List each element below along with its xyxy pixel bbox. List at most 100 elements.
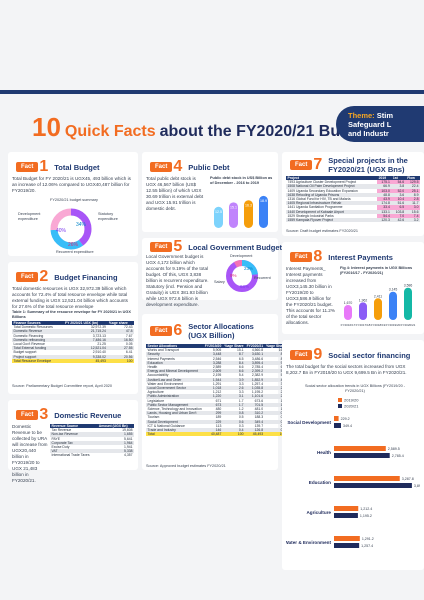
- fact8-x-label: FY2020/21: [401, 323, 416, 327]
- fact6-table-cell: 188.3: [254, 415, 264, 420]
- fact2-table-cell: 3,723.13: [92, 333, 106, 338]
- fact3-table-row: Tax Revenue 19,608: [50, 428, 134, 432]
- fact1-donut: 40% 34% 26%: [50, 208, 92, 250]
- fact9-title: Social sector financing: [328, 350, 411, 360]
- fact7-table-cell: 1508 National Oil Palm Development Proje…: [286, 184, 378, 189]
- fact6-table-cell: 0.8: [222, 411, 246, 416]
- fact9-category-label: Agriculture: [306, 510, 331, 515]
- fact4-bar: [244, 200, 253, 228]
- fact9-bar-b: [334, 543, 360, 548]
- fact6-table-cell: 139.7: [254, 423, 264, 428]
- fact3-table-row: PAYE 5,641: [50, 437, 134, 441]
- fact9-bar-a: [334, 446, 386, 451]
- fact7-table-cell: 133.1: [377, 209, 392, 214]
- fact6-table-cell: Justice/Law and Order: [146, 377, 204, 382]
- theme-text-3: and Industr: [348, 129, 389, 138]
- fact8-header: Fact 8 Interest Payments: [290, 248, 393, 266]
- fact9-value-b: 1,195.2: [360, 514, 372, 518]
- fact9-category-label: Education: [309, 480, 331, 485]
- fact1-tag: Fact: [16, 162, 39, 172]
- fact6-table-cell: Local Government Sector: [146, 386, 204, 391]
- fact7-table-cell: 66.9: [377, 184, 392, 189]
- fact6-source: Source: Approved budget estimates FY2020…: [146, 464, 226, 468]
- fact9-value-b: 349.4: [343, 424, 352, 428]
- fact3-table-cell: VAT: [50, 449, 98, 454]
- fact9-bar-b: [334, 513, 358, 518]
- fact6-table-cell: 2,382.9: [251, 373, 264, 378]
- fact6-table-cell: 673: [203, 402, 223, 408]
- fact8-bar-label: 1,962: [359, 298, 368, 302]
- fact6-table-cell: Tourism: [147, 415, 160, 420]
- fact6-table-cell: 3.9: [222, 377, 246, 382]
- fact6-table-cell: Science, Technology and Innovation: [147, 407, 202, 412]
- fact3-table-cell: 4,357: [124, 453, 133, 458]
- fact8-x-label: FY2017/18: [356, 323, 371, 327]
- fact7-table-row: 1638 Retooling of Uganda Prisons 48.8 3.6 8…: [286, 192, 420, 198]
- fact5-seg-sal: [226, 260, 258, 292]
- fact6-table-cell: 2,399.2: [245, 369, 265, 374]
- fact6-table-cell: 1,035.8: [245, 386, 265, 391]
- fact9-value-a: 1,212.4: [360, 507, 372, 511]
- fact6-table-cell: 1,257.4: [251, 381, 264, 386]
- fact6-title-text: Sector Allocations: [188, 322, 254, 331]
- fact7-table-cell: 10.4: [391, 197, 406, 202]
- fact6-title: Sector Allocations (UGX Billion): [188, 322, 254, 340]
- fact7-table-cell: 8.9: [405, 192, 420, 198]
- fact1-chart-title: FY2020/21 budget summary: [50, 198, 98, 202]
- fact2-table-cell: Local Gov't Revenue: [13, 342, 45, 347]
- fact9-category-label: Health: [317, 450, 331, 455]
- fact6-table-cell: 1.7: [222, 402, 246, 408]
- fact3-table: Revenue Source Amount (UGX Bn) Tax Reven…: [50, 424, 134, 458]
- fact4-chart-title: Public debt stock in US$ Billion as of D…: [210, 176, 273, 185]
- fact5-number: 5: [173, 238, 183, 255]
- fact7-table-cell: 1316 Global Fund for HIV, TB and Malaria: [287, 197, 351, 202]
- fact7-table-cell: 1559 Kampala Flyover Project: [286, 218, 378, 223]
- fact1-label-stat: Statutory expenditure: [98, 212, 118, 221]
- fact7-table-cell: 15.6: [405, 209, 420, 214]
- fact5-title: Local Government Budget: [188, 242, 283, 252]
- fact7-table-cell: 54.4: [377, 213, 392, 219]
- fact9-value-b: 3,895.4: [414, 484, 420, 488]
- fact7-table-cell: 2.8: [405, 197, 420, 202]
- fact2-number: 2: [39, 268, 49, 285]
- fact6-table-cell: 671: [215, 398, 222, 403]
- fact7-table-cell: 7.4: [405, 213, 420, 219]
- fact2-card: [8, 262, 138, 394]
- fact2-table-cell: 2,910.40: [92, 350, 106, 355]
- fact5-sal-pct: 9%: [230, 273, 237, 278]
- fact7-table-cell: 7.0: [391, 213, 406, 219]
- fact6-table-cell: 0.6: [222, 419, 246, 424]
- fact7-table-cell: 3.2: [405, 218, 420, 223]
- fact9-value-b: 1,257.4: [361, 544, 373, 548]
- fact8-bar-label: 3,586: [404, 284, 413, 288]
- fact9-value-a: 1,291.2: [362, 537, 374, 541]
- fact2-table-cell: Budget support: [13, 350, 37, 355]
- fact6-table-cell: Water and Environment: [147, 381, 184, 386]
- fact1-seg-stat: [50, 208, 92, 250]
- fact5-label-sal: Salary: [214, 280, 225, 284]
- fact9-bar-a: [334, 416, 339, 421]
- fact6-table-cell: Public Administration: [146, 394, 204, 399]
- title-number: 10: [32, 112, 61, 142]
- fact6-table-cell: 2,546: [212, 356, 222, 361]
- fact6-table-cell: 229: [203, 419, 223, 424]
- fact7-number: 7: [313, 156, 323, 173]
- fact6-subtitle: (UGX Billion): [188, 331, 235, 340]
- fact5-donut: 23% 9% 68%: [226, 260, 258, 292]
- theme-text-2: Safeguard L: [348, 120, 392, 129]
- fact4-number: 4: [173, 158, 183, 175]
- fact6-table-cell: 6.6: [222, 369, 246, 374]
- fact2-table-row: Local Gov't Revenue 21.25 0.05: [12, 342, 134, 346]
- fact3-table-cell: Corporate Tax: [50, 440, 98, 446]
- fact2-source: Source: Parliamentary Budget Committee r…: [12, 384, 113, 388]
- fact5-tag: Fact: [150, 242, 173, 252]
- fact2-th-0: Finance Sources: [12, 321, 64, 326]
- fact1-pct-c: 26%: [68, 242, 79, 248]
- fact7-table-cell: 103.0: [377, 188, 392, 193]
- fact6-table-cell: Health: [147, 365, 158, 370]
- fact6-table-cell: Interest Payments: [147, 356, 175, 361]
- fact6-table-cell: 2,195: [212, 373, 222, 378]
- fact7-table-cell: 51.6: [391, 201, 406, 206]
- fact6-table-cell: 349.4: [245, 419, 265, 424]
- fact6-header: Fact 6 Sector Allocations (UGX Billion): [150, 322, 254, 340]
